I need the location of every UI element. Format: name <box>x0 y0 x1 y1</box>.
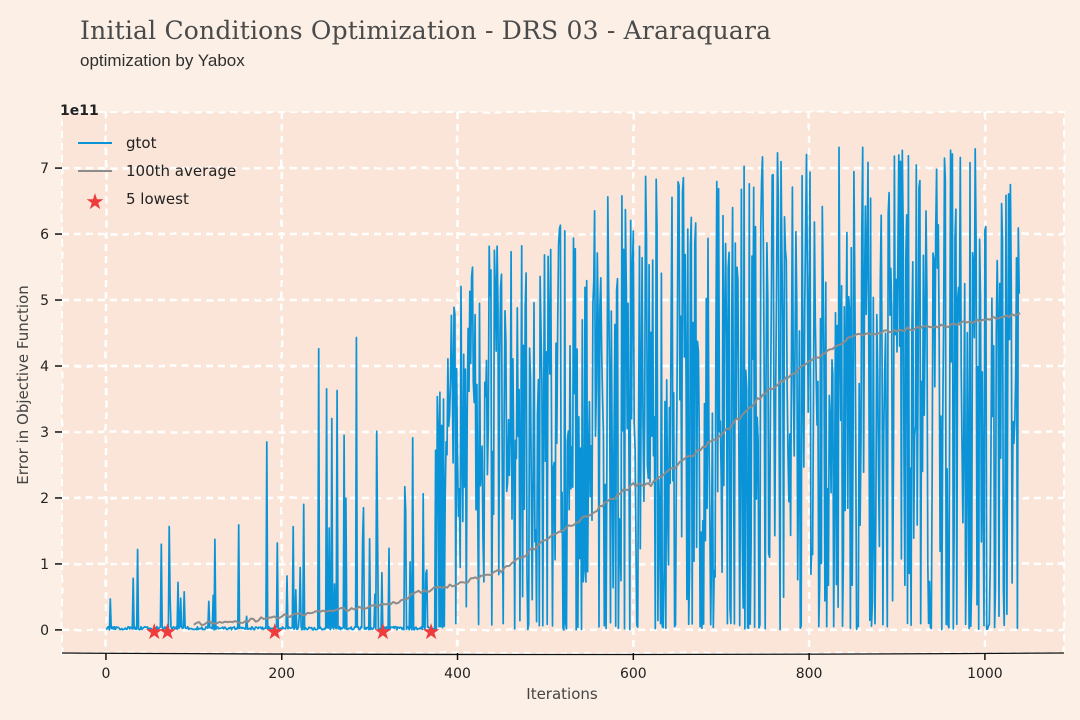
plot-border <box>61 111 1065 654</box>
y-tick-label-7: 7 <box>40 161 49 177</box>
y-axis-label: Error in Objective Function <box>14 285 32 484</box>
x-tick-label-1: 200 <box>268 666 295 682</box>
lowest-point-3: ★ <box>373 620 393 645</box>
y-tick-label-0: 0 <box>40 623 49 639</box>
x-tick-label-3: 600 <box>620 666 647 682</box>
gtot-line-path <box>105 146 1021 631</box>
x-tick-label-5: 1000 <box>967 666 1003 682</box>
series-100th-average <box>193 312 1021 626</box>
series-5-lowest: ★★ ★ ★ ★ <box>144 620 441 645</box>
scale-label: 1e11 <box>60 103 99 119</box>
lowest-point-2: ★ <box>265 620 285 645</box>
legend-label-lowest: 5 lowest <box>126 190 189 208</box>
legend: gtot 100th average ★ 5 lowest <box>78 134 236 215</box>
y-tick-label-2: 2 <box>40 491 49 507</box>
y-tick-label-6: 6 <box>40 227 49 243</box>
chart-subtitle: optimization by Yabox <box>80 51 245 70</box>
x-axis-label: Iterations <box>526 685 598 703</box>
x-tick-label-0: 0 <box>101 666 110 682</box>
x-axis-line <box>61 652 1065 656</box>
y-tick-label-3: 3 <box>40 425 49 441</box>
y-tick-label-1: 1 <box>40 557 49 573</box>
x-tick-label-4: 800 <box>796 666 823 682</box>
y-tick-label-5: 5 <box>40 293 49 309</box>
lowest-point-0: ★ <box>144 620 164 645</box>
legend-swatch-lowest: ★ <box>85 190 105 215</box>
axes: 0 200 400 600 800 1000 0 1 2 3 4 5 6 7 <box>40 161 1065 682</box>
y-tick-label-4: 4 <box>40 359 49 375</box>
chart-title: Initial Conditions Optimization - DRS 03… <box>80 16 772 45</box>
average-line-path <box>193 312 1021 626</box>
lowest-point-4: ★ <box>421 620 441 645</box>
x-tick-label-2: 400 <box>444 666 471 682</box>
legend-label-gtot: gtot <box>126 134 157 152</box>
legend-label-average: 100th average <box>126 162 236 180</box>
series-gtot <box>105 146 1021 631</box>
lowest-point-1: ★ <box>158 620 178 645</box>
